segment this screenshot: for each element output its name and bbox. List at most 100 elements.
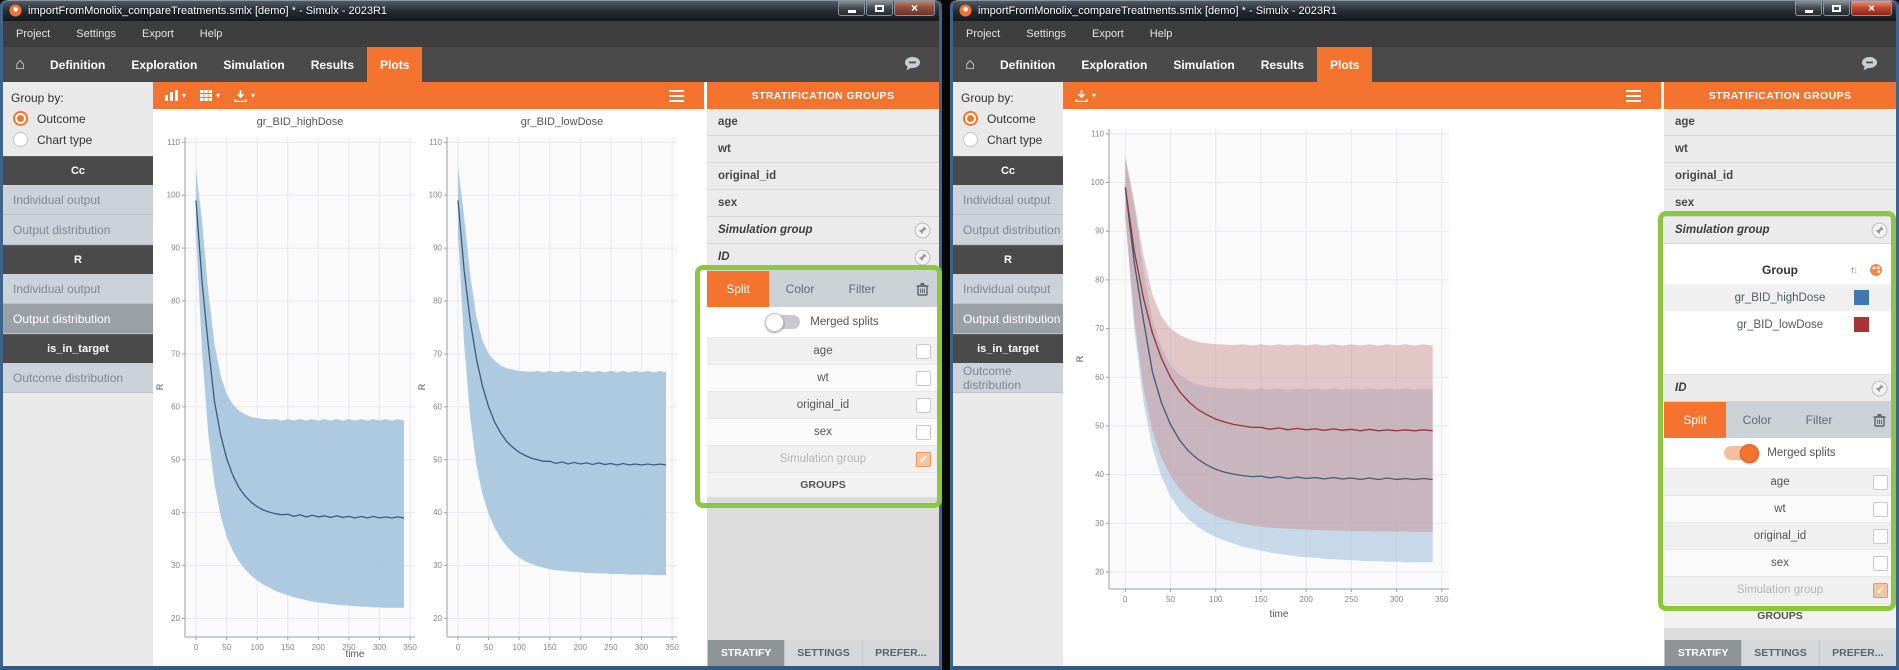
sidebar-item-cc-individual-output[interactable]: Individual output [3,185,153,215]
close-button[interactable]: × [894,1,935,16]
tab-exploration[interactable]: Exploration [131,57,198,72]
covariate-simulation-group[interactable]: Simulation group [1664,217,1896,244]
export-tool[interactable]: ▾ [1075,89,1096,102]
hamburger-icon[interactable] [669,94,684,97]
covariate-original-id[interactable]: original_id [707,163,939,190]
stratify-button[interactable]: STRATIFY [707,640,785,666]
preferences-button[interactable]: PREFER... [1818,640,1896,666]
close-button[interactable]: × [1851,1,1892,16]
tab-results[interactable]: Results [310,57,355,72]
stratify-button[interactable]: STRATIFY [1664,640,1742,666]
sidebar-item-cc-output-distribution[interactable]: Output distribution [953,215,1063,245]
menu-settings[interactable]: Settings [1026,28,1066,40]
checkbox[interactable] [916,397,931,413]
menu-project[interactable]: Project [16,28,51,40]
covariate-sex[interactable]: sex [707,190,939,217]
covariate-simulation-group[interactable]: Simulation group [707,217,939,244]
minimize-button[interactable] [838,1,865,16]
menu-project[interactable]: Project [966,28,1001,40]
sort-icon[interactable]: ↑↓ [1850,264,1858,276]
checkbox-checked[interactable] [916,451,931,467]
palette-icon[interactable] [1869,263,1884,277]
sidebar-item-r-individual-output[interactable]: Individual output [953,274,1063,304]
radio-outcome[interactable]: Outcome [11,111,145,126]
color-swatch[interactable] [1854,317,1869,332]
preferences-button[interactable]: PREFER... [861,640,939,666]
pin-icon[interactable] [1871,380,1888,397]
checkbox-checked[interactable] [1873,582,1888,598]
covariate-wt[interactable]: wt [707,136,939,163]
sidebar-item-outcome-distribution[interactable]: Outcome distribution [953,363,1063,393]
tab-filter[interactable]: Filter [1805,413,1833,427]
titlebar[interactable]: importFromMonolix_compareTreatments.smlx… [953,0,1896,21]
tab-simulation[interactable]: Simulation [223,57,285,72]
sidebar-item-cc-output-distribution[interactable]: Output distribution [3,215,153,245]
menu-help[interactable]: Help [199,28,223,40]
tab-simulation[interactable]: Simulation [1173,57,1235,72]
svg-text:100: 100 [1091,178,1105,187]
tab-definition[interactable]: Definition [50,57,106,72]
sidebar-item-r-individual-output[interactable]: Individual output [3,274,153,304]
titlebar[interactable]: importFromMonolix_compareTreatments.smlx… [3,0,939,21]
covariate-id[interactable]: ID [707,244,939,271]
tab-plots[interactable]: Plots [367,47,423,82]
covariate-age[interactable]: age [1664,109,1896,136]
pin-icon[interactable] [914,249,931,266]
checkbox[interactable] [1873,555,1888,571]
checkbox[interactable] [1873,474,1888,490]
checkbox[interactable] [1873,528,1888,544]
maximize-button[interactable] [866,1,893,16]
trash-icon[interactable] [1873,413,1886,427]
menu-help[interactable]: Help [1149,28,1173,40]
maximize-button[interactable] [1823,1,1850,16]
checkbox[interactable] [1873,501,1888,517]
radio-chart-type[interactable]: Chart type [961,132,1055,147]
home-icon[interactable]: ⌂ [15,55,25,73]
layout-grid-tool[interactable]: ▾ [200,90,220,101]
checkbox[interactable] [916,343,931,359]
radio-outcome[interactable]: Outcome [961,111,1055,126]
export-tool[interactable]: ▾ [234,89,255,102]
menu-settings[interactable]: Settings [76,28,116,40]
tab-plots[interactable]: Plots [1317,47,1373,82]
covariate-sex[interactable]: sex [1664,190,1896,217]
group-row-highdose[interactable]: gr_BID_highDose [1664,284,1896,311]
checkbox[interactable] [916,370,931,386]
sidebar-item-r-output-distribution[interactable]: Output distribution [3,304,153,334]
sidebar-item-outcome-distribution[interactable]: Outcome distribution [3,363,153,393]
feedback-bubble-icon[interactable] [904,57,921,74]
split-row-sex: sex [707,419,939,446]
tab-exploration[interactable]: Exploration [1081,57,1148,72]
merged-splits-toggle[interactable] [765,312,801,332]
tab-split[interactable]: Split [1664,402,1726,438]
chart-type-tool[interactable]: ▾ [165,90,186,101]
tab-color[interactable]: Color [1742,413,1772,427]
covariate-wt[interactable]: wt [1664,136,1896,163]
sidebar-item-r-output-distribution[interactable]: Output distribution [953,304,1063,334]
tab-definition[interactable]: Definition [1000,57,1056,72]
tab-color[interactable]: Color [785,282,815,296]
tab-results[interactable]: Results [1260,57,1305,72]
sidebar-item-cc-individual-output[interactable]: Individual output [953,185,1063,215]
covariate-original-id[interactable]: original_id [1664,163,1896,190]
radio-chart-type[interactable]: Chart type [11,132,145,147]
hamburger-icon[interactable] [1626,94,1641,97]
settings-button[interactable]: SETTINGS [1741,640,1819,666]
checkbox[interactable] [916,424,931,440]
minimize-button[interactable] [1795,1,1822,16]
trash-icon[interactable] [916,282,929,296]
merged-splits-toggle[interactable] [1724,443,1760,463]
home-icon[interactable]: ⌂ [965,55,975,73]
pin-icon[interactable] [1871,222,1888,239]
menu-export[interactable]: Export [142,28,174,40]
menu-export[interactable]: Export [1092,28,1124,40]
group-row-lowdose[interactable]: gr_BID_lowDose [1664,311,1896,338]
feedback-bubble-icon[interactable] [1861,57,1878,74]
tab-split[interactable]: Split [707,271,769,307]
covariate-age[interactable]: age [707,109,939,136]
settings-button[interactable]: SETTINGS [784,640,862,666]
covariate-id[interactable]: ID [1664,375,1896,402]
tab-filter[interactable]: Filter [848,282,876,296]
color-swatch[interactable] [1854,290,1869,305]
pin-icon[interactable] [914,222,931,239]
